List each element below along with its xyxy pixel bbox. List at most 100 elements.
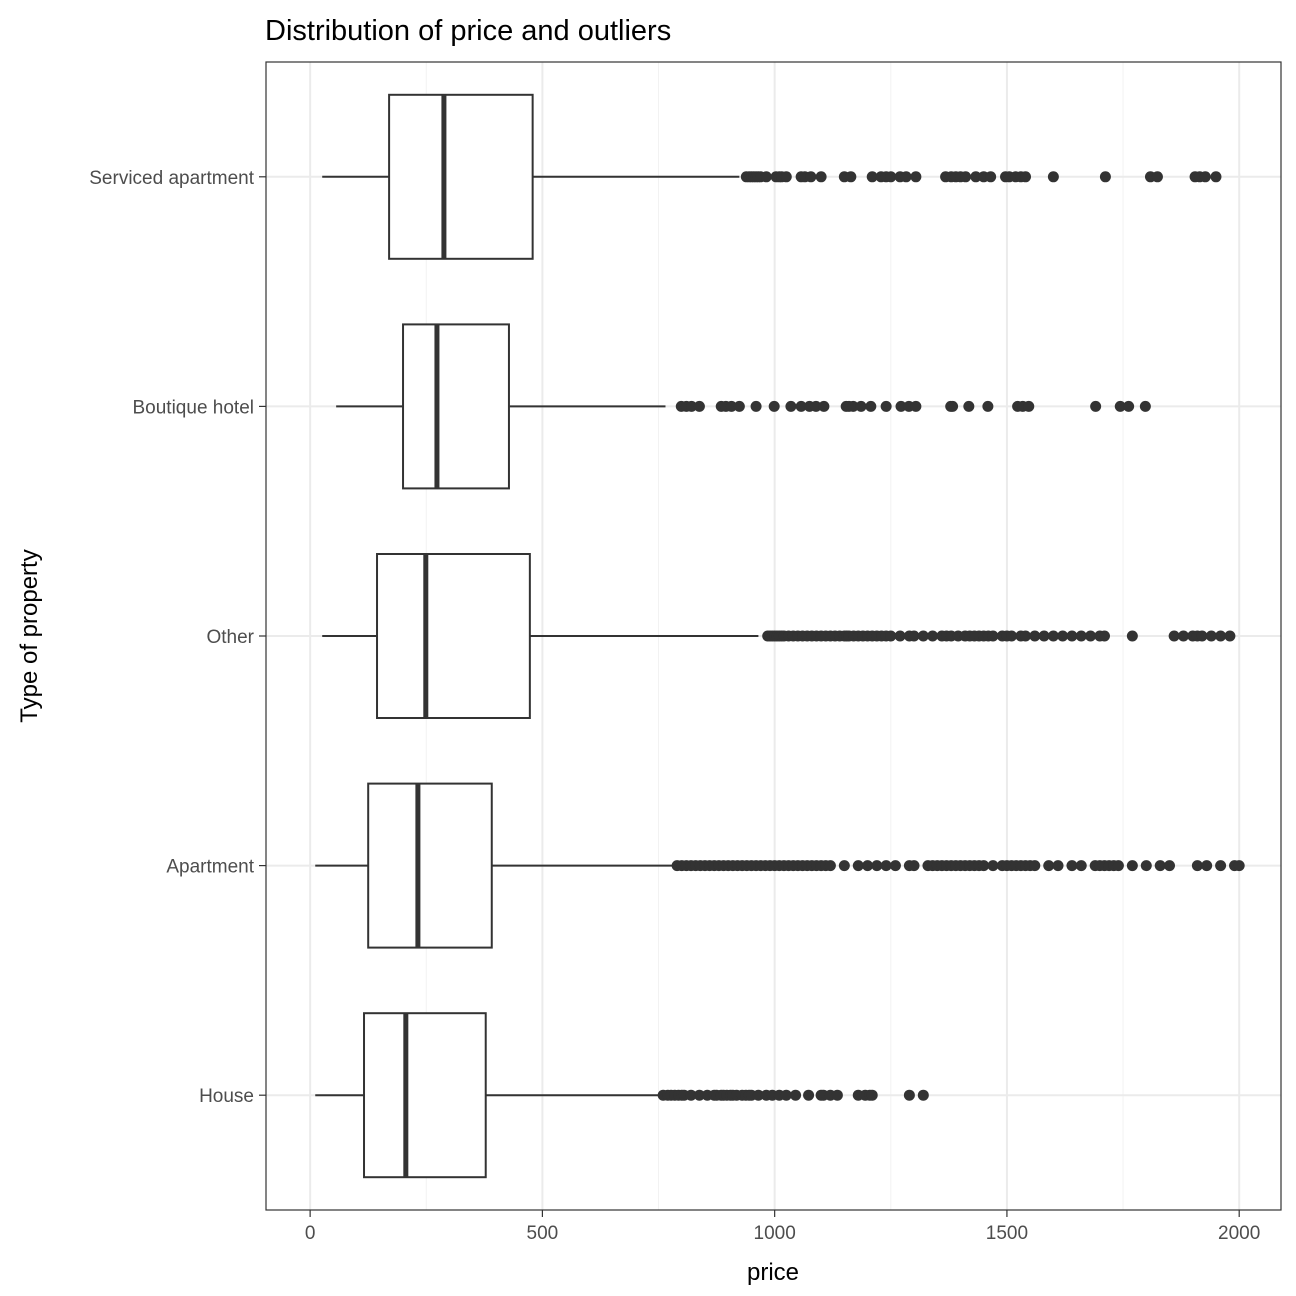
outlier-point (1057, 630, 1069, 642)
outlier-point (1038, 630, 1050, 642)
box-house (315, 1012, 929, 1179)
iqr-box (367, 782, 493, 949)
outlier-point (1215, 860, 1227, 872)
outlier-point (768, 400, 780, 412)
y-tick-label: Boutique hotel (133, 397, 255, 418)
outlier-point (885, 630, 897, 642)
box-other (322, 553, 1236, 719)
outlier-point (693, 1089, 705, 1101)
outlier-point (838, 860, 850, 872)
outlier-point (1029, 860, 1041, 872)
outlier-point (1154, 860, 1166, 872)
outlier-point (1126, 860, 1138, 872)
outlier-point (1029, 630, 1041, 642)
y-tick-label: House (199, 1086, 254, 1107)
box-serviced-apartment (322, 93, 1222, 260)
outlier-point (903, 1089, 915, 1101)
x-axis-label: price (747, 1259, 799, 1286)
outlier-point (752, 1089, 764, 1101)
outlier-point (785, 400, 797, 412)
outlier-point (862, 860, 874, 872)
iqr-box (363, 1012, 487, 1179)
outlier-point (1215, 630, 1227, 642)
chart-title: Distribution of price and outliers (265, 15, 671, 47)
outlier-point (871, 860, 883, 872)
outlier-point (750, 400, 762, 412)
outlier-point (790, 1089, 802, 1101)
outlier-point (910, 400, 922, 412)
outlier-point (978, 860, 990, 872)
outlier-point (1151, 171, 1163, 183)
outlier-point (1112, 860, 1124, 872)
outlier-point (693, 400, 705, 412)
outlier-point (917, 630, 929, 642)
outlier-point (810, 400, 822, 412)
outlier-point (1201, 860, 1213, 872)
outlier-point (815, 171, 827, 183)
outlier-point (1047, 171, 1059, 183)
outlier-point (1168, 630, 1180, 642)
outlier-point (780, 171, 792, 183)
outlier-point (1224, 630, 1236, 642)
outlier-point (795, 400, 807, 412)
outlier-point (1126, 630, 1138, 642)
outlier-point (852, 860, 864, 872)
outlier-point (760, 171, 772, 183)
outlier-point (963, 400, 975, 412)
outlier-point (908, 630, 920, 642)
outlier-point (1090, 400, 1102, 412)
x-tick-label: 500 (527, 1223, 559, 1244)
outlier-point (1210, 171, 1222, 183)
x-tick-label: 1000 (754, 1223, 796, 1244)
y-tick-label: Serviced apartment (89, 168, 254, 189)
x-tick-label: 2000 (1218, 1223, 1260, 1244)
outlier-point (818, 400, 830, 412)
outlier-point (1233, 860, 1245, 872)
y-tick-label: Other (206, 627, 254, 648)
outlier-point (1098, 630, 1110, 642)
x-tick-label: 0 (305, 1223, 316, 1244)
outlier-point (1020, 171, 1032, 183)
outlier-point (805, 171, 817, 183)
y-axis-label: Type of property (16, 549, 43, 722)
outlier-point (1066, 860, 1078, 872)
outlier-point (685, 1089, 697, 1101)
outlier-point (803, 1089, 815, 1101)
outlier-point (686, 400, 698, 412)
outlier-point (1066, 630, 1078, 642)
outlier-point (1047, 630, 1059, 642)
outlier-point (960, 171, 972, 183)
x-tick-label: 1500 (986, 1223, 1028, 1244)
outlier-point (1177, 630, 1189, 642)
outlier-point (889, 860, 901, 872)
outlier-point (866, 171, 878, 183)
outlier-point (824, 860, 836, 872)
box-apartment (315, 782, 1245, 949)
outlier-point (910, 171, 922, 183)
outlier-point (894, 630, 906, 642)
outlier-point (895, 400, 907, 412)
outlier-point (917, 1089, 929, 1101)
axes: 0 500 1000 1500 2000 Serviced apartment Boutiq… (89, 168, 1260, 1244)
outlier-point (1139, 400, 1151, 412)
outlier-point (985, 171, 997, 183)
iqr-box (376, 553, 531, 719)
outlier-point (1043, 860, 1055, 872)
outlier-point (1075, 860, 1087, 872)
outlier-point (831, 1089, 843, 1101)
outlier-point (1099, 171, 1111, 183)
outlier-point (1052, 860, 1064, 872)
outlier-point (1205, 630, 1217, 642)
outlier-point (1196, 630, 1208, 642)
outlier-point (866, 1089, 878, 1101)
outlier-point (1085, 630, 1097, 642)
outlier-point (1140, 860, 1152, 872)
outlier-point (1023, 400, 1035, 412)
outlier-point (1020, 630, 1032, 642)
box-boutique-hotel (336, 323, 1151, 490)
outlier-point (908, 860, 920, 872)
outlier-point (880, 860, 892, 872)
outlier-point (927, 630, 939, 642)
outlier-point (987, 860, 999, 872)
outlier-point (1075, 630, 1087, 642)
